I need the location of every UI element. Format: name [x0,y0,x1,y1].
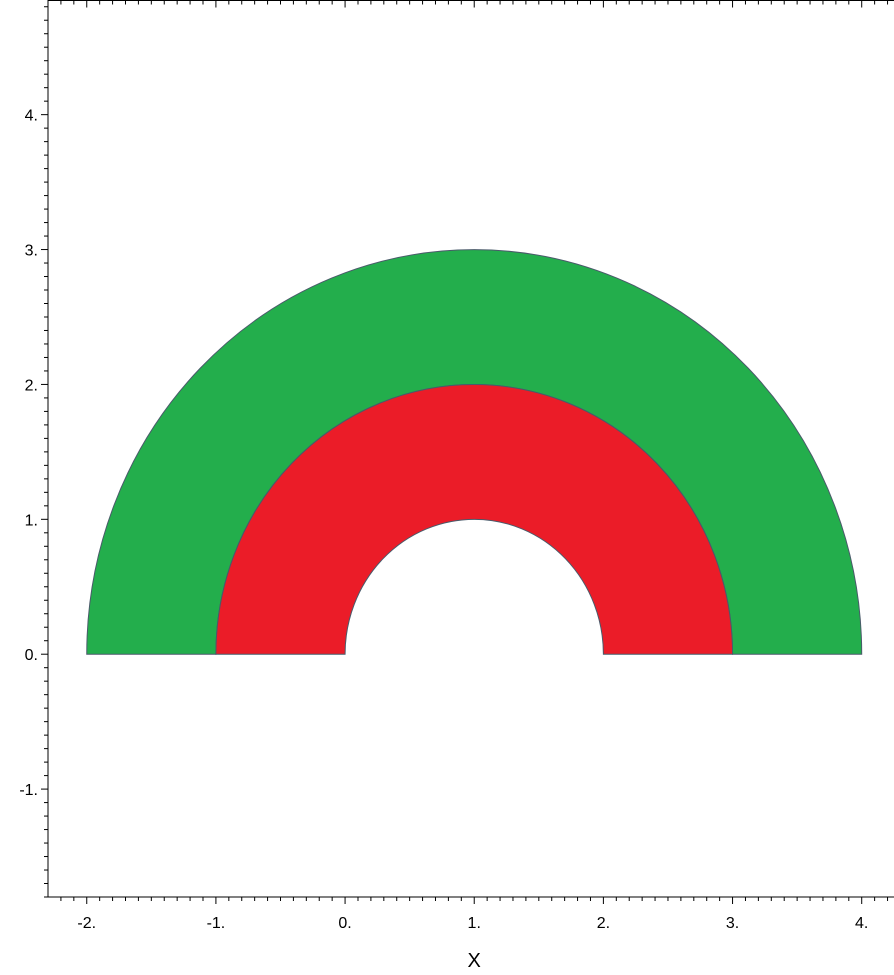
y-tick-label: 1. [25,512,38,529]
y-tick-label: 3. [25,243,38,260]
x-tick-label: 4. [855,915,868,932]
x-tick-label: -2. [77,915,96,932]
plot-regions [86,249,863,655]
y-ticks: -1. 0. 1. 2. 3. 4. [19,6,48,898]
y-tick-label: 2. [25,377,38,394]
x-tick-label: 3. [726,915,739,932]
x-tick-label: -1. [207,915,226,932]
y-tick-label: 4. [25,108,38,125]
axes: -2. -1. 0. 1. 2. 3. 4. -1. 0. 1. 2. 3. 4. [19,0,894,932]
x-tick-label: 0. [338,915,351,932]
x-axis-title: X [468,950,481,972]
x-ticks: -2. -1. 0. 1. 2. 3. 4. [60,0,889,932]
x-tick-label: 1. [468,915,481,932]
y-tick-label: 0. [25,647,38,664]
region-1 [215,383,734,655]
y-tick-label: -1. [19,782,38,799]
x-tick-label: 2. [597,915,610,932]
